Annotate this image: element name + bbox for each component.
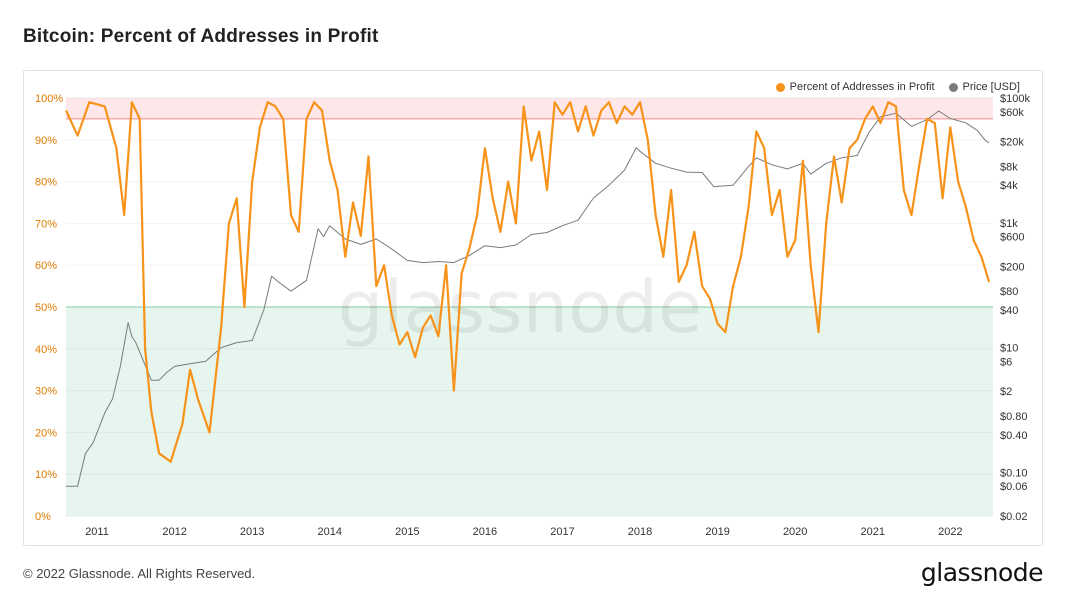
x-tick-label: 2022 bbox=[938, 526, 962, 538]
right-tick-label: $20k bbox=[1000, 137, 1024, 149]
x-tick-label: 2011 bbox=[85, 526, 109, 538]
right-tick-label: $0.80 bbox=[1000, 411, 1028, 423]
right-tick-label: $8k bbox=[1000, 161, 1018, 173]
left-tick-label: 0% bbox=[35, 511, 51, 523]
price-series bbox=[66, 110, 990, 487]
x-tick-label: 2019 bbox=[705, 526, 729, 538]
chart-legend: Percent of Addresses in Profit Price [US… bbox=[775, 81, 1020, 93]
left-tick-label: 50% bbox=[35, 302, 57, 314]
legend-dot-profit bbox=[775, 82, 785, 92]
x-tick-label: 2015 bbox=[395, 526, 419, 538]
right-tick-label: $10 bbox=[1000, 343, 1018, 355]
x-tick-label: 2012 bbox=[162, 526, 186, 538]
price-line bbox=[66, 110, 990, 487]
x-axis: 2011 2012 2013 2014 2015 2016 2017 2018 2019 2020… bbox=[85, 526, 962, 538]
left-tick-label: 30% bbox=[35, 386, 57, 398]
legend-dot-price bbox=[948, 82, 958, 92]
x-tick-label: 2013 bbox=[240, 526, 264, 538]
profit-line bbox=[65, 101, 991, 463]
page-title: Bitcoin: Percent of Addresses in Profit bbox=[23, 26, 379, 47]
x-tick-label: 2018 bbox=[628, 526, 652, 538]
right-tick-label: $200 bbox=[1000, 261, 1024, 273]
profit-series bbox=[65, 101, 991, 463]
right-tick-label: $60k bbox=[1000, 107, 1024, 119]
left-tick-label: 70% bbox=[35, 218, 57, 230]
copyright-footer: © 2022 Glassnode. All Rights Reserved. bbox=[23, 566, 256, 581]
left-tick-label: 80% bbox=[35, 177, 57, 189]
left-tick-label: 40% bbox=[35, 344, 57, 356]
right-tick-label: $2 bbox=[1000, 386, 1012, 398]
right-tick-label: $100k bbox=[1000, 93, 1030, 105]
right-tick-label: $4k bbox=[1000, 180, 1018, 192]
left-tick-label: 100% bbox=[35, 93, 63, 105]
brand-logo[interactable]: glassnode bbox=[920, 558, 1044, 587]
left-axis: 0% 10% 20% 30% 40% 50% 60% 70% 80% 90% 100% bbox=[35, 93, 63, 523]
watermark: glassnode bbox=[338, 265, 703, 349]
x-tick-label: 2017 bbox=[550, 526, 574, 538]
right-tick-label: $40 bbox=[1000, 305, 1018, 317]
right-axis: $100k$60k$20k$8k$4k$1k$600$200$80$40$10$… bbox=[1000, 93, 1030, 523]
left-tick-label: 20% bbox=[35, 427, 57, 439]
left-tick-label: 60% bbox=[35, 260, 57, 272]
x-tick-label: 2020 bbox=[783, 526, 807, 538]
right-tick-label: $0.10 bbox=[1000, 467, 1028, 479]
x-tick-label: 2014 bbox=[318, 526, 342, 538]
legend-label-price: Price [USD] bbox=[962, 81, 1020, 93]
right-tick-label: $0.40 bbox=[1000, 430, 1028, 442]
x-tick-label: 2016 bbox=[473, 526, 497, 538]
right-tick-label: $1k bbox=[1000, 218, 1018, 230]
x-tick-label: 2021 bbox=[861, 526, 885, 538]
band-0 bbox=[66, 98, 993, 119]
chart-card bbox=[23, 70, 1043, 546]
legend-item-price[interactable]: Price [USD] bbox=[948, 81, 1020, 93]
left-tick-label: 90% bbox=[35, 135, 57, 147]
right-tick-label: $80 bbox=[1000, 286, 1018, 298]
legend-item-profit[interactable]: Percent of Addresses in Profit bbox=[775, 81, 935, 93]
right-tick-label: $6 bbox=[1000, 356, 1012, 368]
right-tick-label: $600 bbox=[1000, 232, 1024, 244]
left-tick-label: 10% bbox=[35, 469, 57, 481]
right-tick-label: $0.06 bbox=[1000, 481, 1028, 493]
legend-label-profit: Percent of Addresses in Profit bbox=[789, 81, 935, 93]
right-tick-label: $0.02 bbox=[1000, 511, 1028, 523]
